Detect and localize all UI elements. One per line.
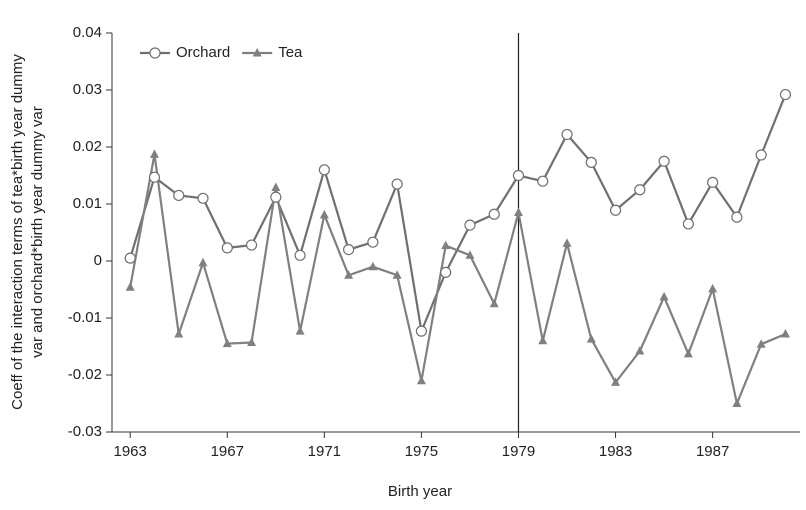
marker [440, 266, 452, 278]
marker [318, 164, 330, 176]
marker [270, 191, 282, 203]
marker [779, 88, 792, 101]
x-axis-label: Birth year [388, 483, 452, 500]
marker [149, 149, 159, 158]
y-tick-label: 0.01 [73, 195, 102, 212]
marker [755, 149, 767, 161]
marker [221, 242, 233, 254]
marker [294, 249, 306, 261]
marker [659, 291, 669, 301]
y-tick-label: -0.03 [68, 423, 102, 440]
marker [271, 182, 281, 191]
legend-marker [252, 48, 262, 57]
legend-marker [149, 47, 161, 59]
marker [441, 240, 451, 250]
marker [512, 169, 525, 182]
marker [222, 338, 232, 348]
marker [683, 348, 693, 358]
marker [124, 252, 136, 264]
marker [538, 335, 548, 345]
marker [295, 326, 305, 335]
marker [173, 189, 185, 202]
x-tick-label: 1979 [502, 443, 535, 460]
marker [488, 208, 500, 220]
marker [682, 218, 694, 230]
marker [756, 339, 766, 348]
marker [198, 257, 208, 267]
marker [586, 334, 596, 343]
marker [537, 175, 549, 187]
marker [708, 283, 718, 293]
x-tick-label: 1971 [308, 443, 341, 460]
marker [391, 178, 403, 190]
marker [416, 375, 426, 385]
marker [611, 377, 621, 386]
marker [174, 328, 184, 338]
marker [634, 184, 646, 196]
marker [635, 346, 645, 355]
marker [319, 209, 329, 219]
series-line [129, 94, 787, 336]
x-tick-label: 1967 [211, 443, 244, 460]
y-axis-label: Coeff of the interaction terms of tea*bi… [9, 54, 26, 410]
marker [489, 298, 499, 308]
marker [513, 207, 523, 217]
y-tick-label: 0.02 [73, 138, 102, 155]
marker [585, 156, 597, 168]
marker [464, 219, 476, 231]
x-tick-label: 1963 [114, 443, 147, 460]
marker [343, 244, 355, 256]
marker [392, 270, 402, 279]
y-tick-label: 0.03 [73, 81, 102, 98]
marker [707, 176, 719, 188]
marker [561, 128, 573, 141]
y-axis-label: var and orchard*birth year dummy var [29, 106, 46, 358]
marker [465, 250, 475, 259]
marker [732, 398, 742, 407]
y-tick-label: 0 [94, 252, 102, 269]
marker [245, 239, 258, 251]
y-tick-label: -0.01 [68, 309, 102, 326]
marker [247, 337, 257, 347]
series-line [129, 154, 786, 408]
marker [562, 238, 572, 247]
marker [125, 282, 135, 291]
x-tick-label: 1975 [405, 443, 438, 460]
marker [197, 192, 209, 204]
legend-label: Tea [278, 44, 303, 61]
marker [731, 211, 743, 223]
y-tick-label: -0.02 [68, 366, 102, 383]
marker [415, 325, 428, 337]
x-tick-label: 1987 [696, 443, 729, 460]
marker [148, 171, 161, 183]
marker [780, 328, 790, 338]
marker [368, 261, 378, 271]
marker [367, 236, 379, 248]
marker [658, 155, 670, 167]
x-tick-label: 1983 [599, 443, 632, 460]
legend-label: Orchard [176, 44, 230, 61]
marker [344, 270, 354, 279]
marker [609, 204, 622, 216]
y-tick-label: 0.04 [73, 24, 102, 41]
